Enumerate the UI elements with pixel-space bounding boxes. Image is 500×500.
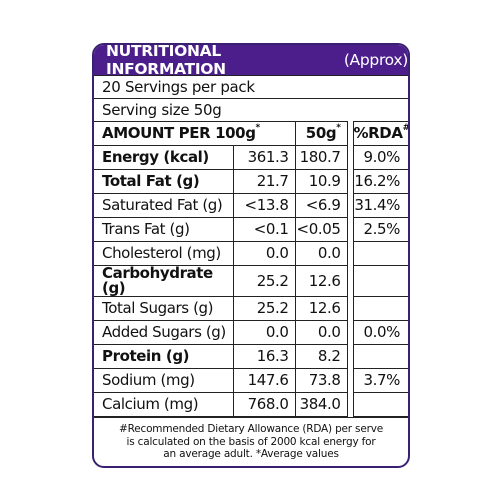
- nutrient-name: Total Sugars (g): [94, 296, 234, 321]
- header-50g: 50g*: [294, 121, 348, 146]
- value-rda: 0.0%: [352, 320, 408, 345]
- value-per-50g: <6.9: [294, 193, 348, 218]
- table-row: Trans Fat (g) <0.1 <0.05 2.5%: [94, 217, 408, 242]
- value-rda: 3.7%: [352, 368, 408, 393]
- nutrient-name: Sodium (mg): [94, 368, 234, 393]
- table-row: Carbohydrate (g) 25.2 12.6: [94, 265, 408, 297]
- nutrient-name: Calcium (mg): [94, 392, 234, 417]
- value-rda: [352, 392, 408, 417]
- label-title-qualifier: (Approx): [343, 51, 408, 69]
- nutrient-name: Energy (kcal): [94, 145, 234, 170]
- value-per-100g: 0.0: [232, 320, 296, 345]
- footnote-line: #Recommended Dietary Allowance (RDA) per…: [119, 423, 383, 435]
- nutrition-label: NUTRITIONAL INFORMATION (Approx) 20 Serv…: [92, 43, 410, 468]
- value-per-50g: <0.05: [294, 217, 348, 242]
- nutrient-name: Carbohydrate (g): [94, 265, 234, 297]
- table-row: Sodium (mg) 147.6 73.8 3.7%: [94, 368, 408, 393]
- nutrient-name: Added Sugars (g): [94, 320, 234, 345]
- table-row: Cholesterol (mg) 0.0 0.0: [94, 241, 408, 266]
- serving-size-text: Serving size 50g: [102, 101, 222, 119]
- value-rda: 2.5%: [352, 217, 408, 242]
- serving-size: Serving size 50g: [94, 99, 408, 121]
- footnote: #Recommended Dietary Allowance (RDA) per…: [94, 417, 408, 461]
- table-row: Total Sugars (g) 25.2 12.6: [94, 296, 408, 321]
- value-per-100g: 16.3: [232, 344, 296, 369]
- table-row: Saturated Fat (g) <13.8 <6.9 31.4%: [94, 193, 408, 218]
- label-header: NUTRITIONAL INFORMATION (Approx): [94, 43, 408, 78]
- header-rda: %RDA#: [352, 121, 408, 146]
- value-per-100g: 21.7: [232, 169, 296, 194]
- servings-per-pack: 20 Servings per pack: [94, 75, 408, 99]
- value-rda: [352, 241, 408, 266]
- table-row: Protein (g) 16.3 8.2: [94, 344, 408, 369]
- table-row: Energy (kcal) 361.3 180.7 9.0%: [94, 145, 408, 170]
- table-header-row: AMOUNT PER 100g* 50g* %RDA#: [94, 121, 408, 146]
- value-per-50g: 8.2: [294, 344, 348, 369]
- nutrient-name: Protein (g): [94, 344, 234, 369]
- nutrient-name: Total Fat (g): [94, 169, 234, 194]
- servings-text: 20 Servings per pack: [102, 78, 255, 96]
- value-per-50g: 10.9: [294, 169, 348, 194]
- value-per-100g: 147.6: [232, 368, 296, 393]
- value-per-100g: <13.8: [232, 193, 296, 218]
- value-per-50g: 12.6: [294, 265, 348, 297]
- value-per-50g: 180.7: [294, 145, 348, 170]
- value-rda: 31.4%: [352, 193, 408, 218]
- nutrition-table: AMOUNT PER 100g* 50g* %RDA# Energy (kcal…: [94, 121, 408, 417]
- value-per-50g: 0.0: [294, 320, 348, 345]
- nutrient-name: Trans Fat (g): [94, 217, 234, 242]
- footnote-line: is calculated on the basis of 2000 kcal …: [126, 435, 376, 448]
- value-rda: [352, 296, 408, 321]
- value-per-50g: 12.6: [294, 296, 348, 321]
- value-per-100g: 25.2: [232, 265, 296, 297]
- label-title: NUTRITIONAL INFORMATION: [106, 43, 226, 78]
- table-row: Added Sugars (g) 0.0 0.0 0.0%: [94, 320, 408, 345]
- nutrient-name: Cholesterol (mg): [94, 241, 234, 266]
- value-rda: [352, 265, 408, 297]
- value-rda: 16.2%: [352, 169, 408, 194]
- footnote-line: an average adult. *Average values: [163, 448, 339, 460]
- value-per-100g: 0.0: [232, 241, 296, 266]
- value-rda: [352, 344, 408, 369]
- value-per-100g: <0.1: [232, 217, 296, 242]
- value-per-100g: 25.2: [232, 296, 296, 321]
- value-per-100g: 768.0: [232, 392, 296, 417]
- header-amount-per-100g: AMOUNT PER 100g*: [94, 121, 296, 146]
- table-row: Calcium (mg) 768.0 384.0: [94, 392, 408, 417]
- nutrient-name: Saturated Fat (g): [94, 193, 234, 218]
- value-per-100g: 361.3: [232, 145, 296, 170]
- value-per-50g: 73.8: [294, 368, 348, 393]
- value-per-50g: 384.0: [294, 392, 348, 417]
- table-row: Total Fat (g) 21.7 10.9 16.2%: [94, 169, 408, 194]
- value-per-50g: 0.0: [294, 241, 348, 266]
- value-rda: 9.0%: [352, 145, 408, 170]
